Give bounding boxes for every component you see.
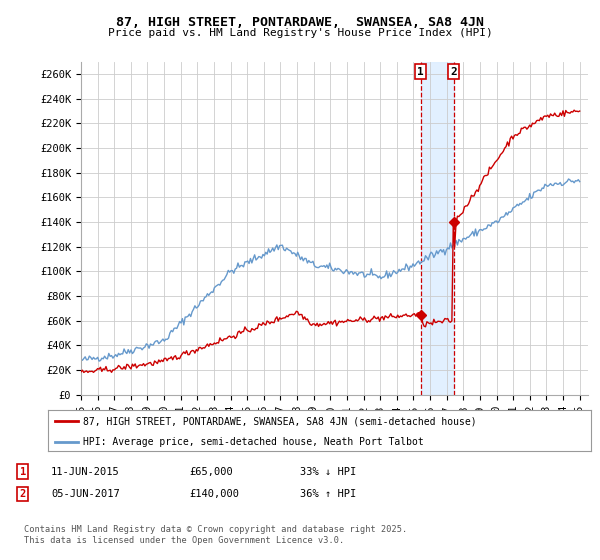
Text: 33% ↓ HPI: 33% ↓ HPI <box>300 466 356 477</box>
Text: 87, HIGH STREET, PONTARDAWE, SWANSEA, SA8 4JN (semi-detached house): 87, HIGH STREET, PONTARDAWE, SWANSEA, SA… <box>83 417 477 426</box>
Text: HPI: Average price, semi-detached house, Neath Port Talbot: HPI: Average price, semi-detached house,… <box>83 437 424 447</box>
Text: £140,000: £140,000 <box>189 489 239 499</box>
Text: 1: 1 <box>20 466 26 477</box>
Bar <box>421 62 454 395</box>
Text: 36% ↑ HPI: 36% ↑ HPI <box>300 489 356 499</box>
Text: 11-JUN-2015: 11-JUN-2015 <box>51 466 120 477</box>
Text: Price paid vs. HM Land Registry's House Price Index (HPI): Price paid vs. HM Land Registry's House … <box>107 28 493 38</box>
Text: 2: 2 <box>451 67 457 77</box>
Text: 2: 2 <box>20 489 26 499</box>
Text: £65,000: £65,000 <box>189 466 233 477</box>
Text: Contains HM Land Registry data © Crown copyright and database right 2025.
This d: Contains HM Land Registry data © Crown c… <box>24 525 407 545</box>
Text: 05-JUN-2017: 05-JUN-2017 <box>51 489 120 499</box>
Text: 87, HIGH STREET, PONTARDAWE,  SWANSEA, SA8 4JN: 87, HIGH STREET, PONTARDAWE, SWANSEA, SA… <box>116 16 484 29</box>
Text: 1: 1 <box>418 67 424 77</box>
